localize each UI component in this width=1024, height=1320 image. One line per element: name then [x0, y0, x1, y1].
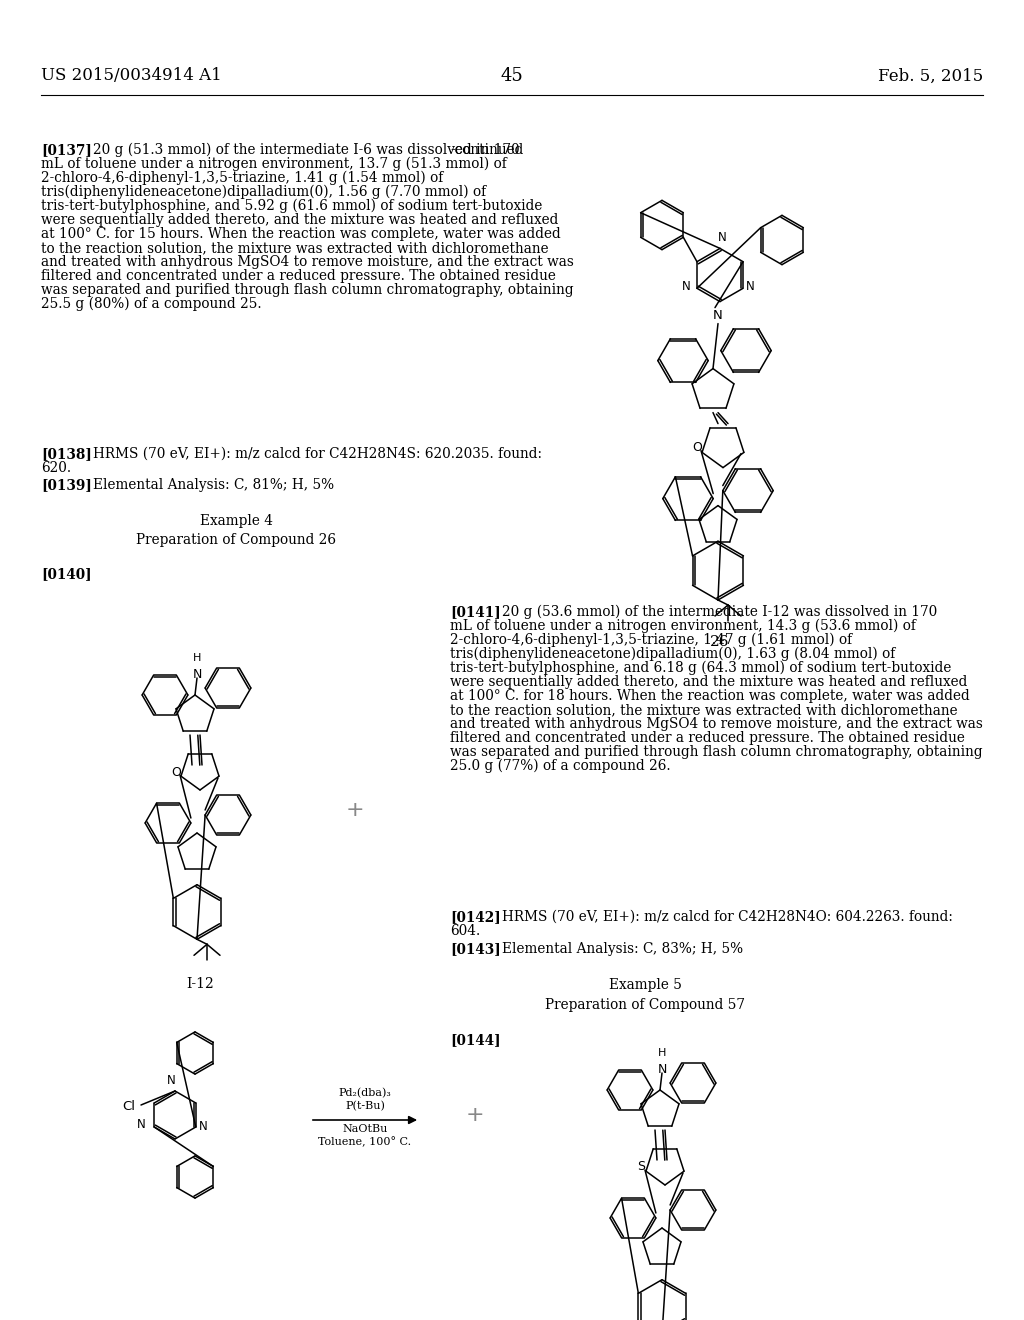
Text: 45: 45 — [501, 67, 523, 84]
Text: 604.: 604. — [450, 924, 480, 939]
Text: tris-tert-butylphosphine, and 5.92 g (61.6 mmol) of sodium tert-butoxide: tris-tert-butylphosphine, and 5.92 g (61… — [41, 199, 543, 214]
Text: filtered and concentrated under a reduced pressure. The obtained residue: filtered and concentrated under a reduce… — [450, 731, 965, 744]
Text: 26: 26 — [711, 635, 730, 649]
Text: N: N — [137, 1118, 145, 1130]
Text: [0144]: [0144] — [450, 1034, 501, 1047]
Text: N: N — [199, 1121, 208, 1134]
Text: NaOtBu: NaOtBu — [342, 1125, 388, 1134]
Text: Elemental Analysis: C, 81%; H, 5%: Elemental Analysis: C, 81%; H, 5% — [93, 478, 334, 492]
Text: N: N — [682, 280, 690, 293]
Text: Example 4: Example 4 — [200, 513, 272, 528]
Text: mL of toluene under a nitrogen environment, 14.3 g (53.6 mmol) of: mL of toluene under a nitrogen environme… — [450, 619, 915, 634]
Text: US 2015/0034914 A1: US 2015/0034914 A1 — [41, 67, 222, 84]
Text: at 100° C. for 18 hours. When the reaction was complete, water was added: at 100° C. for 18 hours. When the reacti… — [450, 689, 970, 704]
Text: N: N — [718, 231, 726, 244]
Text: filtered and concentrated under a reduced pressure. The obtained residue: filtered and concentrated under a reduce… — [41, 269, 556, 282]
Text: Preparation of Compound 26: Preparation of Compound 26 — [136, 533, 336, 546]
Text: Elemental Analysis: C, 83%; H, 5%: Elemental Analysis: C, 83%; H, 5% — [502, 942, 743, 956]
Text: 2-chloro-4,6-diphenyl-1,3,5-triazine, 1.41 g (1.54 mmol) of: 2-chloro-4,6-diphenyl-1,3,5-triazine, 1.… — [41, 172, 443, 185]
Text: -continued: -continued — [450, 143, 523, 157]
Text: +: + — [466, 1105, 484, 1125]
Text: Feb. 5, 2015: Feb. 5, 2015 — [878, 67, 983, 84]
Text: HRMS (70 eV, EI+): m/z calcd for C42H28N4O: 604.2263. found:: HRMS (70 eV, EI+): m/z calcd for C42H28N… — [502, 909, 953, 924]
Text: tris(diphenylideneacetone)dipalladium(0), 1.63 g (8.04 mmol) of: tris(diphenylideneacetone)dipalladium(0)… — [450, 647, 895, 661]
Text: Toluene, 100° C.: Toluene, 100° C. — [318, 1137, 412, 1147]
Text: to the reaction solution, the mixture was extracted with dichloromethane: to the reaction solution, the mixture wa… — [450, 704, 957, 717]
Text: [0142]: [0142] — [450, 909, 501, 924]
Text: [0137]: [0137] — [41, 143, 92, 157]
Text: Preparation of Compound 57: Preparation of Compound 57 — [545, 998, 745, 1012]
Text: [0139]: [0139] — [41, 478, 92, 492]
Text: 2-chloro-4,6-diphenyl-1,3,5-triazine, 1.47 g (1.61 mmol) of: 2-chloro-4,6-diphenyl-1,3,5-triazine, 1.… — [450, 634, 852, 647]
Text: N: N — [193, 668, 202, 681]
Text: Example 5: Example 5 — [608, 978, 681, 993]
Text: was separated and purified through flash column chromatography, obtaining: was separated and purified through flash… — [41, 282, 573, 297]
Text: were sequentially added thereto, and the mixture was heated and refluxed: were sequentially added thereto, and the… — [450, 675, 968, 689]
Text: N: N — [713, 309, 723, 322]
Text: [0140]: [0140] — [41, 568, 91, 581]
Text: [0141]: [0141] — [450, 605, 501, 619]
Text: were sequentially added thereto, and the mixture was heated and refluxed: were sequentially added thereto, and the… — [41, 213, 558, 227]
Text: to the reaction solution, the mixture was extracted with dichloromethane: to the reaction solution, the mixture wa… — [41, 242, 549, 255]
Text: and treated with anhydrous MgSO4 to remove moisture, and the extract was: and treated with anhydrous MgSO4 to remo… — [41, 255, 573, 269]
Text: P(t-Bu): P(t-Bu) — [345, 1101, 385, 1111]
Text: was separated and purified through flash column chromatography, obtaining: was separated and purified through flash… — [450, 744, 983, 759]
Text: [0138]: [0138] — [41, 447, 92, 461]
Text: N: N — [745, 280, 754, 293]
Text: O: O — [171, 766, 181, 779]
Text: tris(diphenylideneacetone)dipalladium(0), 1.56 g (7.70 mmol) of: tris(diphenylideneacetone)dipalladium(0)… — [41, 185, 486, 199]
Text: [0143]: [0143] — [450, 942, 501, 956]
Text: 20 g (51.3 mmol) of the intermediate I-6 was dissolved in 170: 20 g (51.3 mmol) of the intermediate I-6… — [93, 143, 519, 157]
Text: +: + — [346, 800, 365, 820]
Text: Cl: Cl — [123, 1100, 135, 1113]
Text: HRMS (70 eV, EI+): m/z calcd for C42H28N4S: 620.2035. found:: HRMS (70 eV, EI+): m/z calcd for C42H28N… — [93, 447, 542, 461]
Text: N: N — [657, 1063, 667, 1076]
Text: tris-tert-butylphosphine, and 6.18 g (64.3 mmol) of sodium tert-butoxide: tris-tert-butylphosphine, and 6.18 g (64… — [450, 661, 951, 676]
Text: I-12: I-12 — [186, 977, 214, 991]
Text: at 100° C. for 15 hours. When the reaction was complete, water was added: at 100° C. for 15 hours. When the reacti… — [41, 227, 561, 242]
Text: and treated with anhydrous MgSO4 to remove moisture, and the extract was: and treated with anhydrous MgSO4 to remo… — [450, 717, 983, 731]
Text: mL of toluene under a nitrogen environment, 13.7 g (51.3 mmol) of: mL of toluene under a nitrogen environme… — [41, 157, 507, 172]
Text: O: O — [692, 441, 701, 454]
Text: S: S — [637, 1160, 645, 1173]
Text: 20 g (53.6 mmol) of the intermediate I-12 was dissolved in 170: 20 g (53.6 mmol) of the intermediate I-1… — [502, 605, 937, 619]
Text: Pd₂(dba)₃: Pd₂(dba)₃ — [339, 1088, 391, 1098]
Text: 620.: 620. — [41, 461, 71, 475]
Text: 25.0 g (77%) of a compound 26.: 25.0 g (77%) of a compound 26. — [450, 759, 671, 774]
Text: H: H — [193, 653, 201, 663]
Text: H: H — [657, 1048, 667, 1059]
Text: N: N — [167, 1074, 175, 1086]
Text: 25.5 g (80%) of a compound 25.: 25.5 g (80%) of a compound 25. — [41, 297, 261, 312]
